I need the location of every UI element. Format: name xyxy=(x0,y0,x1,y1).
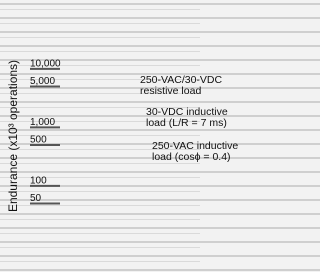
annotation: load (L/R = 7 ms) xyxy=(146,117,227,129)
page: {"chart_data": { "type": "line", "y_labe… xyxy=(0,0,320,272)
chart: Endurance (x10³ operations) 10,000 5,000 1… xyxy=(0,0,320,272)
background xyxy=(0,0,320,272)
y-axis-label: Endurance (x10³ operations) xyxy=(6,60,20,212)
y-tick-label: 100 xyxy=(30,176,47,187)
y-tick-label: 1,000 xyxy=(30,117,55,128)
y-tick-label: 50 xyxy=(30,193,42,204)
y-tick-label: 10,000 xyxy=(30,58,61,69)
y-tick-label: 500 xyxy=(30,135,47,146)
annotation: resistive load xyxy=(140,85,201,97)
annotation: load (cosϕ = 0.4) xyxy=(152,151,231,163)
y-tick-label: 5,000 xyxy=(30,76,55,87)
